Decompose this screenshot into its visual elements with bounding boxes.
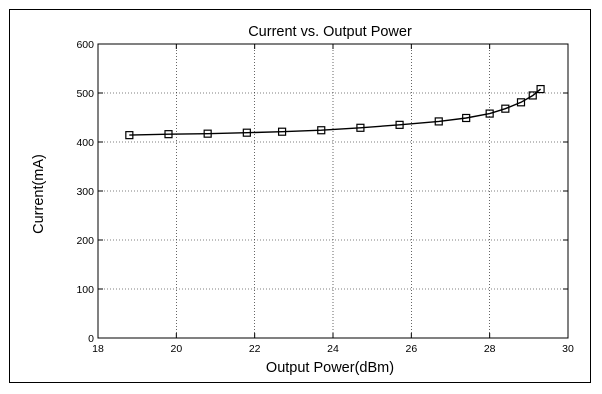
grid	[98, 44, 568, 338]
data-point-marker	[536, 84, 545, 94]
data-point-marker	[485, 109, 494, 118]
x-tick-label: 30	[562, 343, 574, 355]
x-tick-label: 26	[405, 343, 417, 355]
x-tick-label: 20	[170, 343, 182, 355]
x-tick-label: 28	[484, 343, 496, 355]
data-point-marker	[164, 130, 173, 139]
chart-title: Current vs. Output Power	[248, 24, 412, 40]
y-tick-label: 0	[88, 333, 94, 345]
data-point-marker	[462, 113, 471, 123]
x-tick-label: 18	[92, 343, 104, 355]
x-tick-label: 24	[327, 343, 339, 355]
data-point-marker	[125, 131, 134, 140]
data-point-marker	[528, 91, 537, 100]
data-point-marker	[317, 126, 326, 135]
y-tick-label: 600	[76, 39, 94, 51]
x-axis-label: Output Power(dBm)	[266, 360, 394, 376]
data-point-marker	[277, 127, 287, 136]
y-tick-label: 300	[76, 186, 94, 198]
y-tick-label: 500	[76, 88, 94, 100]
data-point-marker	[203, 129, 212, 138]
y-tick-label: 400	[76, 137, 94, 149]
data-point-marker	[516, 98, 526, 107]
data-point-marker	[395, 120, 404, 129]
y-tick-label: 100	[76, 284, 94, 296]
x-tick-label: 22	[249, 343, 261, 355]
y-axis-label: Current(mA)	[31, 154, 47, 234]
chart-frame	[9, 9, 591, 383]
series-line	[129, 88, 542, 136]
data-point-marker	[356, 123, 365, 132]
data-series	[125, 84, 545, 140]
data-point-marker	[434, 117, 443, 126]
y-tick-label: 200	[76, 235, 94, 247]
data-point-marker	[501, 104, 510, 113]
data-point-marker	[242, 128, 251, 137]
